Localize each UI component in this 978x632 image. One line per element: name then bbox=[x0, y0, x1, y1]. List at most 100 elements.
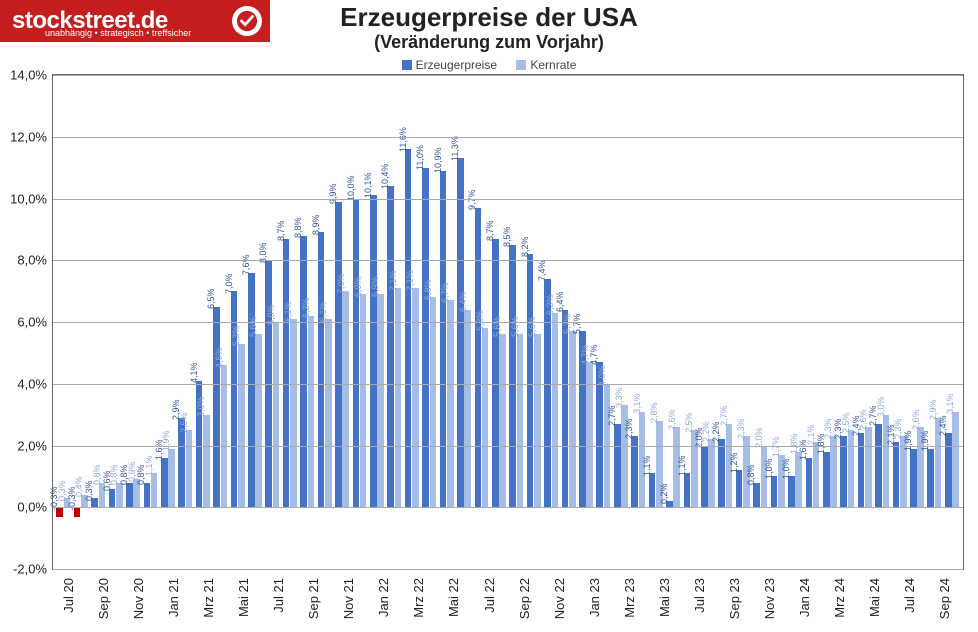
data-label: 6,2% bbox=[301, 298, 311, 319]
data-label: 8,7% bbox=[276, 221, 286, 242]
data-label: 1,2% bbox=[729, 452, 739, 473]
data-label: 9,9% bbox=[328, 184, 338, 205]
bar bbox=[377, 294, 384, 507]
data-label: 7,0% bbox=[336, 273, 346, 294]
bar bbox=[186, 430, 193, 507]
data-label: 6,8% bbox=[423, 279, 433, 300]
gridline bbox=[53, 137, 963, 138]
data-label: 0,8% bbox=[746, 465, 756, 486]
data-label: 4,1% bbox=[189, 363, 199, 384]
y-tick-label: -2,0% bbox=[13, 562, 47, 577]
data-label: 2,7% bbox=[719, 406, 729, 427]
y-tick-label: 0,0% bbox=[17, 500, 47, 515]
data-label: 10,9% bbox=[433, 148, 443, 174]
bar bbox=[335, 202, 342, 508]
bar bbox=[255, 334, 262, 507]
bar bbox=[736, 470, 743, 507]
data-label: 1,9% bbox=[161, 431, 171, 452]
bar bbox=[893, 442, 900, 507]
bar bbox=[482, 328, 489, 507]
bar bbox=[795, 452, 802, 508]
x-tick bbox=[876, 572, 894, 632]
x-tick: Jan 24 bbox=[788, 572, 806, 632]
data-label: 9,7% bbox=[467, 190, 477, 211]
bar bbox=[945, 433, 952, 507]
x-axis: Jul 20Sep 20Nov 20Jan 21Mrz 21Mai 21Jul … bbox=[52, 572, 964, 632]
data-label: 2,7% bbox=[607, 406, 617, 427]
bar bbox=[318, 232, 325, 507]
y-tick-label: 4,0% bbox=[17, 376, 47, 391]
x-tick: Nov 20 bbox=[122, 572, 140, 632]
legend-label-b: Kernrate bbox=[530, 58, 576, 72]
gridline bbox=[53, 199, 963, 200]
bar bbox=[144, 483, 151, 508]
bar bbox=[527, 254, 534, 507]
bar bbox=[325, 319, 332, 507]
x-tick bbox=[245, 572, 263, 632]
data-label: 2,9% bbox=[928, 400, 938, 421]
data-label: 6,5% bbox=[206, 289, 216, 310]
data-label: 2,6% bbox=[667, 409, 677, 430]
bar bbox=[161, 458, 168, 507]
data-label: 3,3% bbox=[614, 387, 624, 408]
data-label: 11,6% bbox=[398, 127, 408, 152]
data-label: 2,3% bbox=[624, 418, 634, 439]
x-tick: Sep 24 bbox=[929, 572, 947, 632]
bar bbox=[708, 439, 715, 507]
x-tick bbox=[455, 572, 473, 632]
data-label: 5,8% bbox=[475, 310, 485, 331]
data-label: 1,1% bbox=[642, 455, 652, 476]
gridline bbox=[53, 322, 963, 323]
data-label: 0,4% bbox=[74, 477, 84, 498]
data-label: 8,2% bbox=[520, 236, 530, 257]
data-label: 6,4% bbox=[458, 292, 468, 313]
chart-container: stockstreet.de unabhängig • strategisch … bbox=[0, 0, 978, 632]
bar bbox=[405, 149, 412, 507]
x-tick bbox=[420, 572, 438, 632]
x-tick: Mai 22 bbox=[438, 572, 456, 632]
x-tick: Nov 23 bbox=[753, 572, 771, 632]
x-tick bbox=[105, 572, 123, 632]
bar bbox=[464, 310, 471, 508]
x-tick bbox=[631, 572, 649, 632]
bar bbox=[457, 158, 464, 507]
bar bbox=[126, 483, 133, 508]
data-label: 5,6% bbox=[248, 316, 258, 337]
bar bbox=[412, 288, 419, 507]
y-tick-label: 12,0% bbox=[10, 129, 47, 144]
bar bbox=[631, 436, 638, 507]
data-label: 5,6% bbox=[492, 316, 502, 337]
data-label: 2,6% bbox=[911, 409, 921, 430]
bar bbox=[823, 452, 830, 508]
bar bbox=[614, 424, 621, 507]
bar bbox=[875, 424, 882, 507]
data-label: 5,7% bbox=[562, 313, 572, 334]
bar bbox=[788, 476, 795, 507]
plot-area: -0,3%0,3%-0,3%0,4%0,3%0,8%0,6%0,8%0,8%0,… bbox=[52, 74, 964, 570]
bar bbox=[806, 458, 813, 507]
bar bbox=[440, 171, 447, 508]
x-tick bbox=[280, 572, 298, 632]
data-label: 5,3% bbox=[231, 326, 241, 347]
data-label: 7,0% bbox=[224, 273, 234, 294]
data-label: 10,4% bbox=[380, 163, 390, 189]
legend-item-b: Kernrate bbox=[516, 58, 576, 72]
bar bbox=[499, 334, 506, 507]
legend-swatch-b bbox=[516, 60, 526, 70]
bar bbox=[927, 449, 934, 508]
bar bbox=[387, 186, 394, 507]
bar bbox=[342, 291, 349, 507]
bar bbox=[248, 273, 255, 508]
data-label: 1,7% bbox=[771, 437, 781, 458]
bar bbox=[517, 334, 524, 507]
data-label: 7,1% bbox=[388, 270, 398, 291]
bar bbox=[753, 483, 760, 508]
x-tick bbox=[140, 572, 158, 632]
x-tick bbox=[595, 572, 613, 632]
data-label: 1,1% bbox=[144, 455, 154, 476]
bar bbox=[422, 168, 429, 508]
data-label: 3,0% bbox=[196, 397, 206, 418]
legend-item-a: Erzeugerpreise bbox=[402, 58, 497, 72]
bar bbox=[952, 412, 959, 508]
bar bbox=[562, 310, 569, 508]
